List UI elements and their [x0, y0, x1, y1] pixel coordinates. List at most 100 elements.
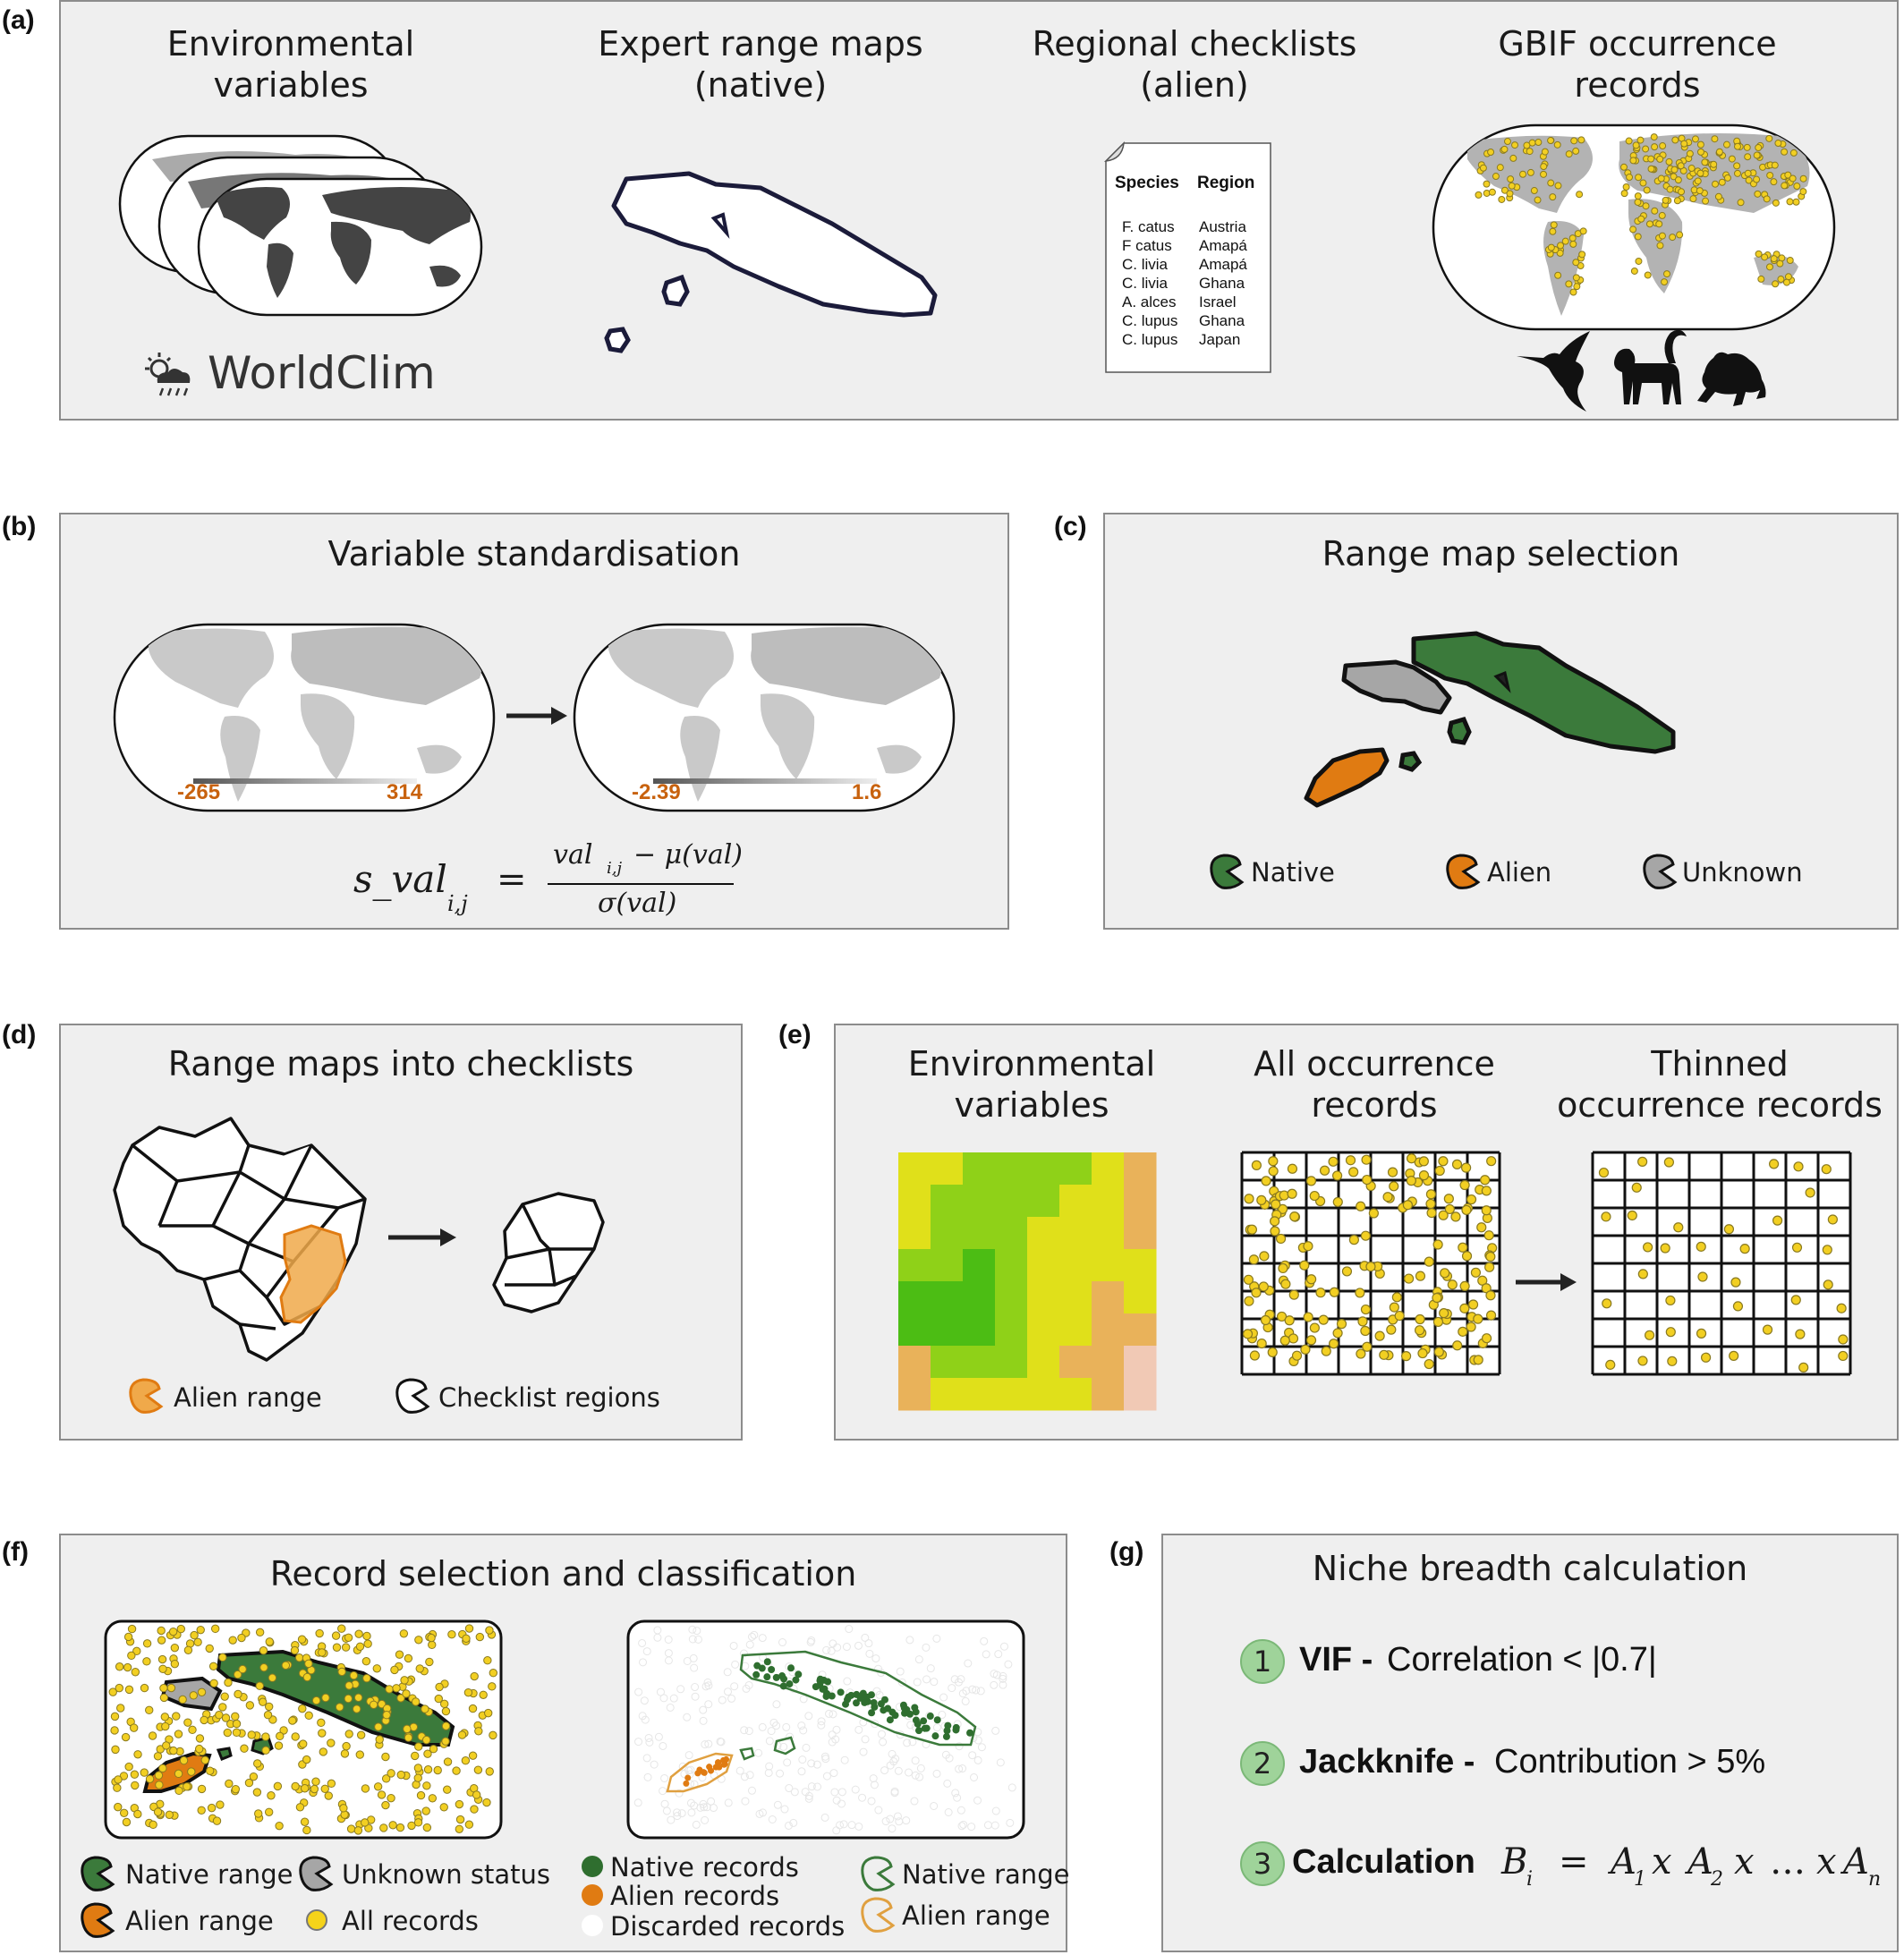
- native-record-dot: [822, 1692, 830, 1700]
- gbif-record-dot: [1540, 163, 1548, 171]
- gbif-record-dot: [1674, 176, 1682, 184]
- occurrence-dot: [1360, 1304, 1372, 1315]
- occurrence-dot: [1319, 1165, 1330, 1176]
- record-dot: [265, 1637, 274, 1646]
- gbif-record-dot: [1687, 165, 1696, 173]
- record-dot: [129, 1723, 139, 1732]
- heatmap-cell: [995, 1217, 1028, 1250]
- record-dot: [427, 1633, 436, 1643]
- record-dot: [153, 1752, 163, 1761]
- discarded-record-dot: [718, 1696, 727, 1704]
- gbif-record-dot: [1620, 190, 1628, 198]
- discarded-record-dot: [994, 1650, 1003, 1659]
- record-dot: [349, 1670, 359, 1680]
- formula-an: A: [1843, 1841, 1869, 1883]
- gbif-record-dot: [1635, 174, 1643, 182]
- discarded-record-dot: [967, 1823, 976, 1832]
- gbif-record-dot: [1569, 240, 1577, 248]
- record-dot: [206, 1766, 215, 1775]
- record-dot: [158, 1664, 167, 1673]
- record-dot: [183, 1645, 193, 1654]
- thinned-occurrence-dot: [1838, 1350, 1849, 1362]
- alien-record-dot: [694, 1770, 701, 1777]
- hummingbird-icon: [1517, 331, 1590, 412]
- checklist-region-cell: Austria: [1199, 218, 1246, 235]
- formula-s2: 2: [1711, 1868, 1723, 1891]
- record-dot: [170, 1659, 180, 1669]
- discarded-record-dot: [789, 1818, 798, 1827]
- record-dot: [381, 1774, 391, 1783]
- discarded-record-dot: [768, 1815, 777, 1823]
- occurrence-dot: [1459, 1280, 1470, 1292]
- alien-legend-icon: [1446, 854, 1481, 889]
- heatmap-cell: [995, 1346, 1028, 1379]
- occurrence-dot: [1452, 1340, 1463, 1351]
- native-record-dot: [852, 1699, 860, 1707]
- gbif-record-dot: [1781, 148, 1789, 156]
- record-dot: [428, 1794, 438, 1803]
- occurrence-dot: [1244, 1194, 1254, 1204]
- discarded-record-dot: [982, 1650, 990, 1659]
- gbif-occurrence-map: [1432, 123, 1836, 331]
- gbif-record-dot: [1579, 227, 1587, 235]
- record-dot: [132, 1646, 141, 1656]
- monkey-icon: [1614, 329, 1687, 404]
- formula-x2: x: [1734, 1841, 1755, 1883]
- formula-b-sub: i: [1526, 1868, 1534, 1891]
- heatmap-cell: [1124, 1185, 1157, 1218]
- heatmap-cell: [931, 1346, 964, 1379]
- discarded-record-dot: [944, 1807, 953, 1816]
- discarded-record-dot: [957, 1822, 966, 1831]
- thinned-occurrence-dot: [1790, 1295, 1801, 1305]
- record-dot: [388, 1821, 397, 1830]
- record-dot: [402, 1689, 411, 1698]
- discarded-record-dot: [827, 1646, 836, 1655]
- discarded-record-dot: [955, 1742, 964, 1751]
- occurrence-dot: [1289, 1211, 1300, 1222]
- occurrence-dot: [1356, 1201, 1366, 1211]
- record-dot: [224, 1678, 233, 1687]
- gbif-record-dot: [1772, 280, 1780, 288]
- discarded-record-dot: [645, 1738, 654, 1747]
- legend-alien: Alien: [1487, 857, 1552, 888]
- native-record-dot: [914, 1727, 922, 1735]
- heatmap-cell: [1027, 1152, 1060, 1186]
- discarded-record-dot: [832, 1796, 841, 1805]
- discarded-record-dot: [782, 1722, 791, 1731]
- record-dot: [331, 1631, 341, 1640]
- record-dot: [423, 1749, 432, 1758]
- heatmap-cell: [963, 1217, 996, 1250]
- gbif-record-dot: [1503, 138, 1511, 146]
- gbif-record-dot: [1771, 161, 1779, 169]
- record-dot: [288, 1716, 297, 1725]
- formula-num-rest: − μ(val): [633, 839, 744, 871]
- occurrence-dot: [1318, 1314, 1329, 1325]
- discarded-record-dot: [999, 1671, 1007, 1680]
- record-dot: [374, 1722, 383, 1731]
- native-islet-outline: [773, 1736, 796, 1755]
- record-dot: [407, 1821, 416, 1831]
- record-dot: [363, 1639, 372, 1648]
- range-maps-into-checklists-title: Range maps into checklists: [167, 1044, 634, 1084]
- gbif-record-dot: [1753, 151, 1761, 159]
- record-dot: [362, 1631, 371, 1641]
- occurrence-dot: [1345, 1155, 1356, 1166]
- discarded-record-dot: [905, 1636, 914, 1645]
- gbif-record-dot: [1789, 149, 1798, 157]
- expert-range-title: Expert range maps (native): [598, 24, 923, 105]
- formula-s1: 1: [1634, 1868, 1646, 1891]
- thinned-occurrence-dot: [1768, 1159, 1780, 1169]
- native-record-dot: [778, 1672, 786, 1680]
- heatmap-cell: [963, 1281, 996, 1314]
- native-legend-icon: [1210, 854, 1245, 889]
- discarded-record-dot: [950, 1675, 959, 1684]
- record-dot: [411, 1751, 420, 1761]
- heatmap-cell: [931, 1185, 964, 1218]
- record-dot: [422, 1823, 432, 1832]
- heatmap-cell: [995, 1281, 1028, 1314]
- discarded-record-dot: [812, 1760, 821, 1769]
- discarded-record-dot: [972, 1686, 981, 1695]
- record-dot: [149, 1820, 157, 1830]
- occurrence-dot: [1251, 1160, 1262, 1170]
- occurrence-dot: [1268, 1156, 1279, 1167]
